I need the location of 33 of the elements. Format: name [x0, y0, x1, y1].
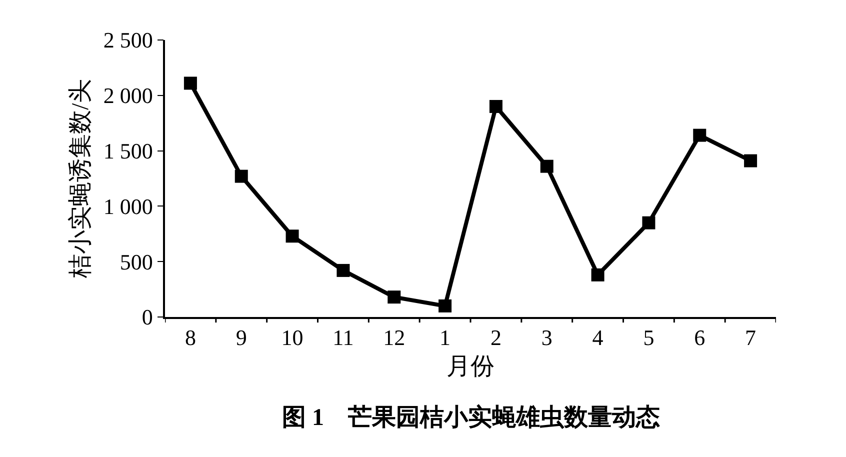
- x-tick-label: 3: [541, 325, 552, 350]
- x-tick-label: 11: [332, 325, 354, 350]
- point: [642, 216, 656, 230]
- x-tick-label: 7: [745, 325, 756, 350]
- x-tick-label: 10: [281, 325, 304, 350]
- y-tick-label: 2 000: [103, 83, 153, 108]
- point: [286, 230, 299, 243]
- x-tick-label: 1: [440, 325, 451, 350]
- point: [336, 264, 350, 277]
- point: [693, 128, 706, 142]
- point: [540, 160, 554, 173]
- x-tick-label: 2: [490, 325, 502, 350]
- y-tick-label: 500: [120, 249, 153, 274]
- y-tick-label: 1 000: [103, 194, 153, 219]
- y-tick-label: 1 500: [103, 138, 153, 164]
- point: [234, 170, 248, 183]
- point: [388, 290, 401, 304]
- x-tick-label: 8: [184, 325, 196, 350]
- point: [438, 299, 452, 312]
- x-axis-title: 月份: [446, 354, 494, 380]
- x-tick-label: 12: [383, 325, 406, 350]
- point: [489, 100, 502, 113]
- point: [184, 76, 197, 90]
- y-tick-label: 0: [142, 304, 153, 330]
- x-tick-label: 6: [694, 325, 706, 350]
- x-tick-label: 5: [643, 325, 654, 350]
- y-tick-label: 2 500: [103, 28, 153, 53]
- caption: 图 1 芒果园桔小实蝇雄虫数量动态: [282, 404, 660, 431]
- point: [744, 154, 758, 168]
- y-axis-title: 桔小实蝇诱集数/头: [66, 79, 94, 279]
- x-tick-label: 9: [236, 325, 247, 350]
- point: [591, 268, 604, 282]
- x-tick-label: 4: [592, 325, 604, 350]
